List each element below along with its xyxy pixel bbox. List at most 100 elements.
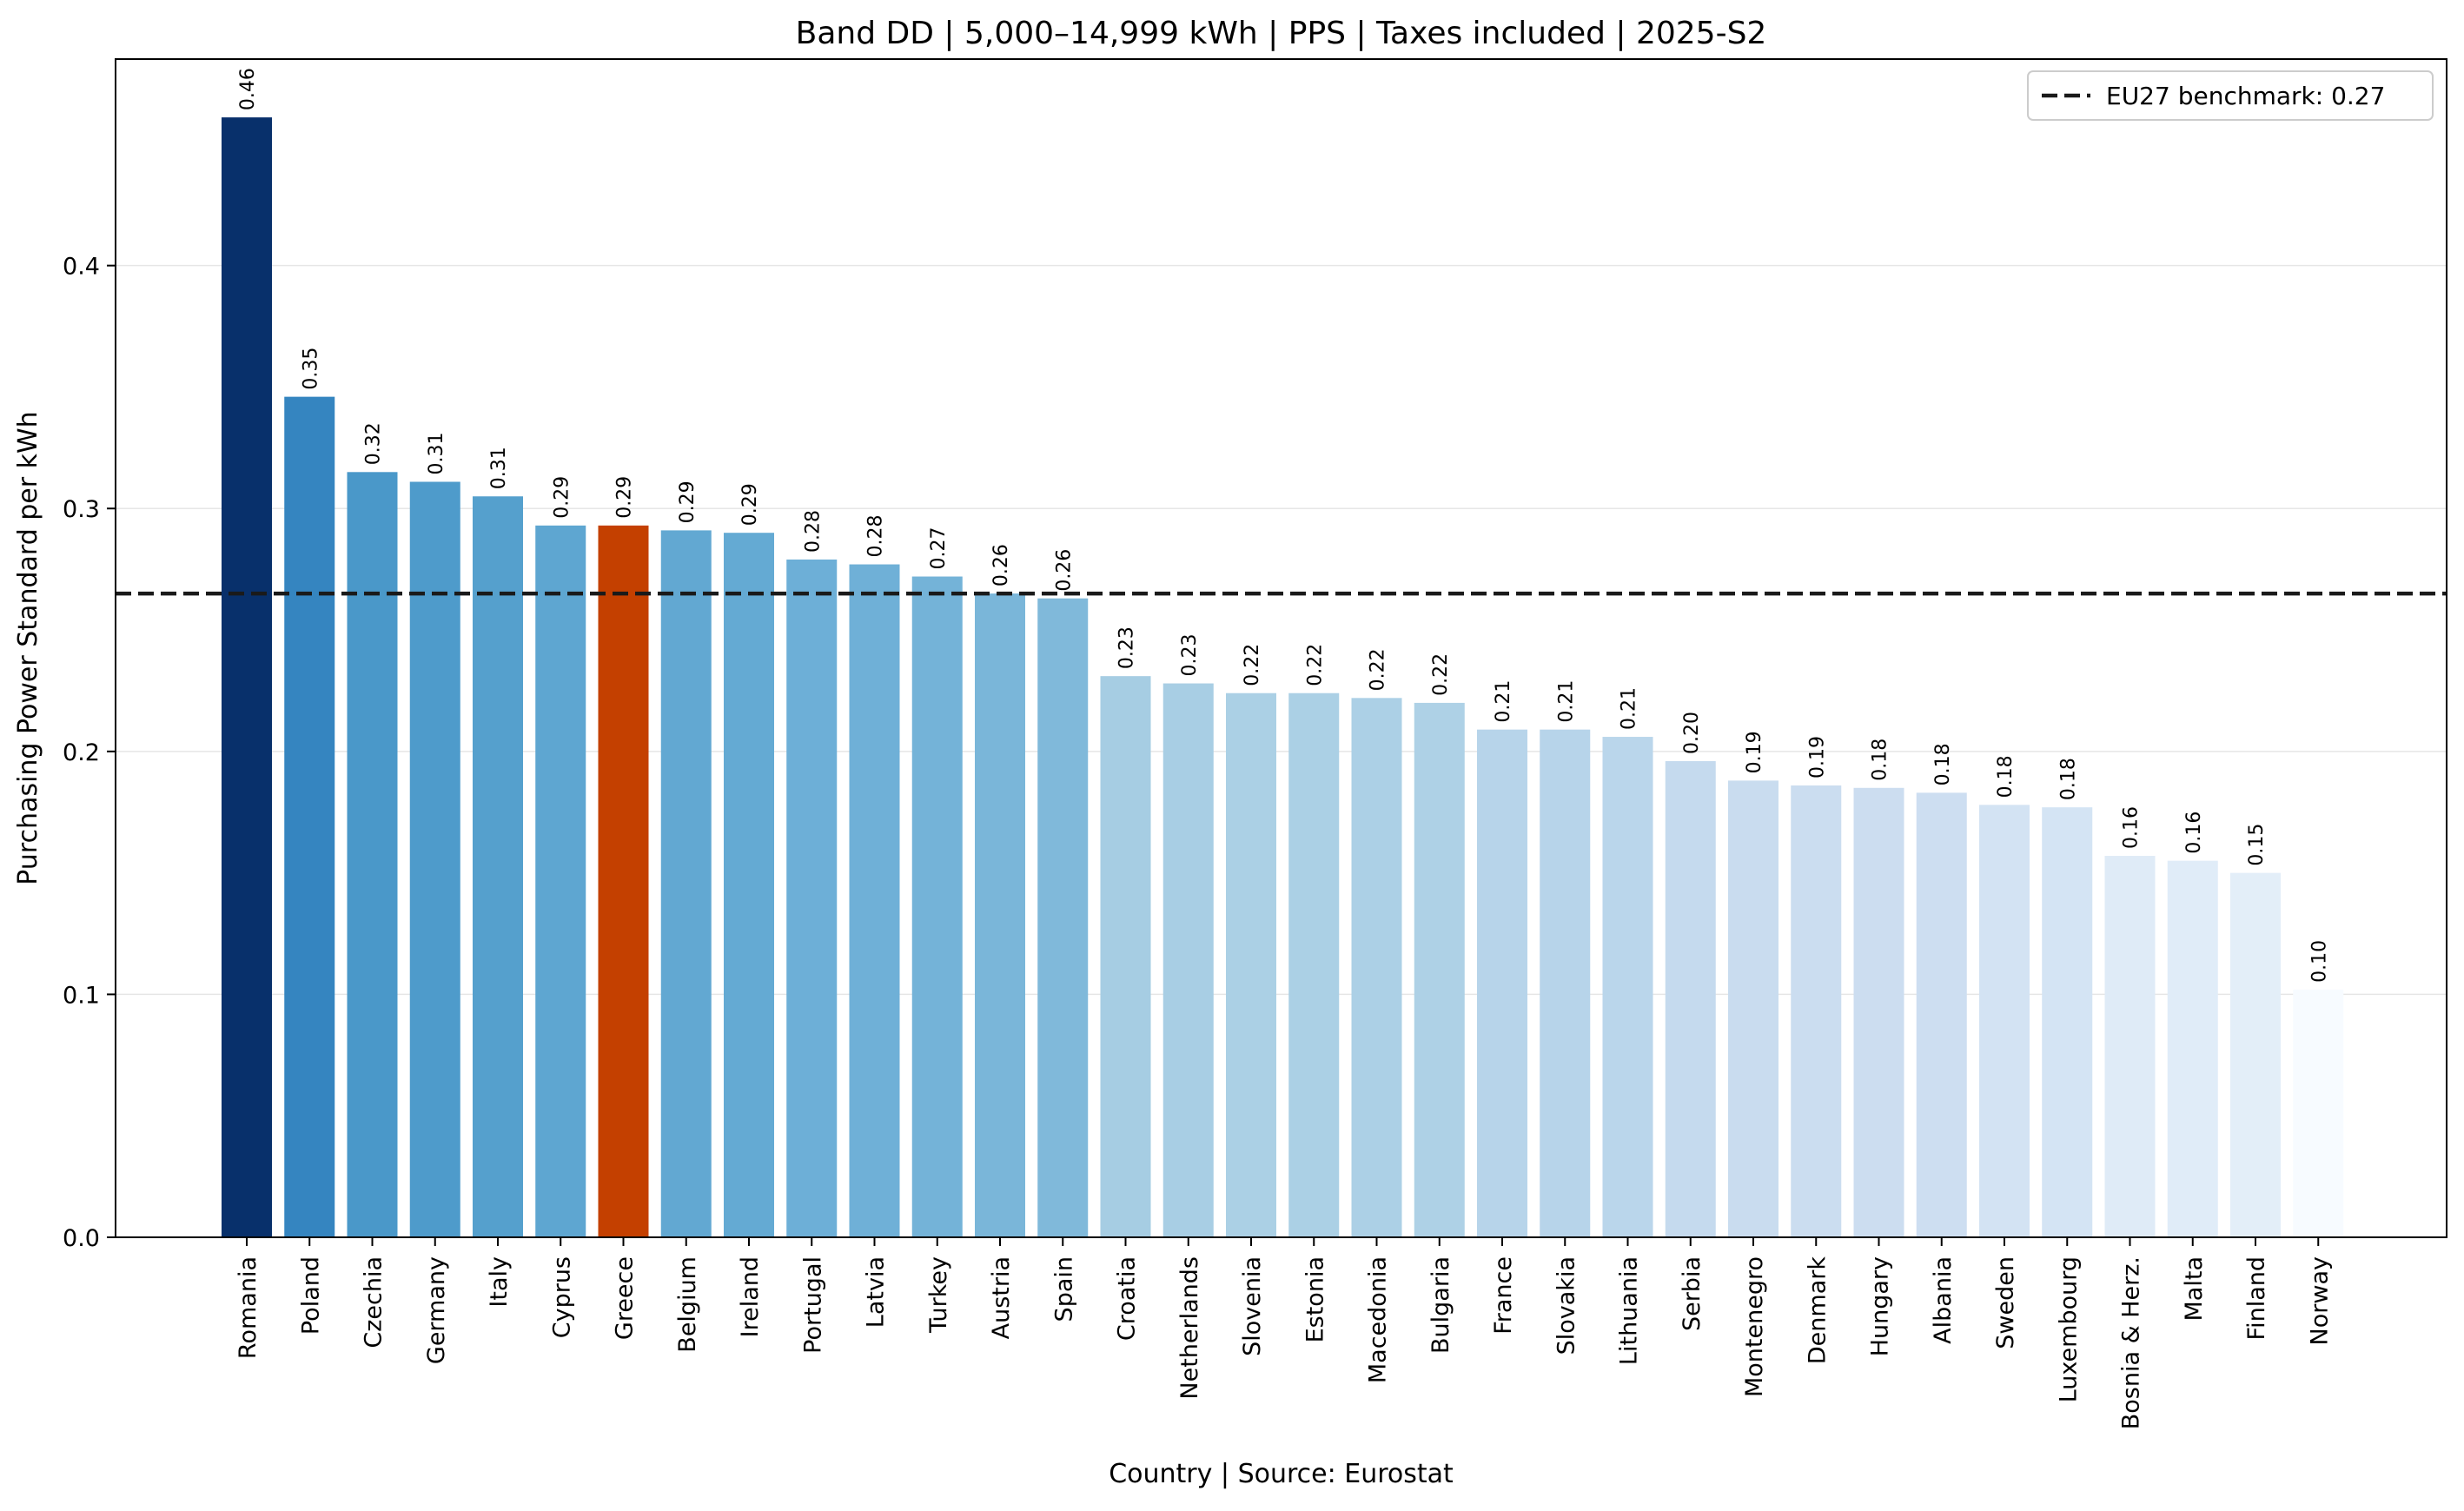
x-tick-label: Italy: [486, 1256, 513, 1308]
x-tick-label: Portugal: [799, 1256, 826, 1354]
bar: [284, 396, 335, 1237]
x-tick-label: Lithuania: [1616, 1256, 1643, 1365]
bar: [1540, 729, 1591, 1237]
bar: [975, 593, 1025, 1237]
data-label: 0.29: [739, 483, 761, 526]
bar: [1602, 737, 1653, 1237]
x-tick-label: Romania: [235, 1256, 262, 1359]
y-axis-label: Purchasing Power Standard per kWh: [13, 411, 43, 885]
data-label: 0.19: [1744, 731, 1765, 773]
x-tick-label: Malta: [2181, 1256, 2208, 1321]
data-label: 0.21: [1555, 680, 1577, 723]
x-tick-label: Estonia: [1302, 1256, 1328, 1342]
data-label: 0.27: [928, 527, 950, 570]
x-tick-label: Sweden: [1992, 1256, 2019, 1349]
data-label: 0.22: [1242, 644, 1263, 686]
bar: [2042, 807, 2093, 1237]
bar: [1979, 805, 2030, 1237]
bar: [2104, 856, 2156, 1237]
x-tick-label: Slovenia: [1239, 1256, 1266, 1356]
data-label: 0.21: [1619, 687, 1640, 730]
data-label: 0.29: [614, 476, 636, 519]
x-tick-label: Cyprus: [548, 1256, 575, 1338]
x-tick-label: Montenegro: [1741, 1256, 1768, 1397]
data-label: 0.18: [2057, 758, 2079, 800]
data-label: 0.18: [1870, 739, 1891, 781]
bar: [473, 496, 523, 1237]
data-label: 0.26: [990, 544, 1012, 587]
bar: [1791, 785, 1842, 1237]
x-tick-label: Denmark: [1804, 1256, 1831, 1364]
x-tick-label: Germany: [423, 1256, 450, 1364]
x-tick-label: Ireland: [737, 1256, 764, 1337]
x-tick-label: Greece: [612, 1256, 639, 1340]
bars: [222, 117, 2344, 1237]
bar: [1162, 683, 1214, 1237]
data-label: 0.22: [1368, 648, 1389, 691]
data-label: 0.26: [1053, 549, 1075, 592]
bar: [1351, 698, 1402, 1237]
data-label: 0.18: [1995, 755, 2017, 798]
data-label: 0.28: [865, 515, 887, 558]
data-label: 0.15: [2246, 824, 2268, 866]
x-tick-label: Bosnia & Herz.: [2118, 1256, 2145, 1429]
x-tick-label: Turkey: [925, 1256, 952, 1334]
bar: [2167, 860, 2218, 1237]
y-tick-label: 0.3: [63, 496, 100, 523]
data-labels: 0.46 0.35 0.32 0.31 0.31 0.29 0.29 0.29 0.29 0.28…: [237, 68, 2330, 983]
bar: [660, 530, 712, 1237]
x-tick-label: Serbia: [1679, 1256, 1706, 1331]
bar: [409, 481, 460, 1237]
data-label: 0.29: [677, 480, 699, 523]
legend: EU27 benchmark: 0.27: [2027, 70, 2434, 121]
data-label: 0.10: [2308, 940, 2330, 983]
bar: [849, 564, 900, 1237]
data-label: 0.18: [1932, 743, 1954, 785]
data-label: 0.46: [237, 68, 259, 110]
bar: [1728, 780, 1778, 1237]
bar: [347, 472, 398, 1237]
x-tick-label: Macedonia: [1365, 1256, 1392, 1383]
legend-box: [2027, 70, 2434, 121]
bar: [1414, 702, 1465, 1237]
bar: [1853, 787, 1904, 1237]
data-label: 0.22: [1430, 653, 1452, 696]
x-tick-label: Czechia: [361, 1256, 387, 1349]
data-label: 0.31: [488, 447, 510, 489]
bar: [222, 117, 272, 1237]
x-tick-label: Poland: [297, 1256, 324, 1335]
data-label: 0.16: [2183, 812, 2205, 854]
data-label: 0.16: [2121, 806, 2143, 849]
data-label: 0.28: [802, 510, 824, 553]
bar: [2293, 989, 2344, 1237]
data-label: 0.19: [1806, 736, 1828, 779]
x-tick-label: Latvia: [863, 1256, 890, 1328]
bar: [2230, 872, 2281, 1237]
x-axis-label: Country | Source: Eurostat: [1109, 1459, 1454, 1489]
bar: [598, 525, 649, 1237]
x-tick-label: Spain: [1050, 1256, 1077, 1322]
x-tick-label: Austria: [988, 1256, 1015, 1339]
x-tick-label: Netherlands: [1176, 1256, 1203, 1400]
bar: [1288, 693, 1340, 1237]
x-tick-label: Luxembourg: [2055, 1256, 2082, 1402]
bar: [786, 559, 838, 1237]
bar: [535, 525, 586, 1237]
bar: [724, 533, 774, 1237]
axes: 0.0 0.1 0.2 0.3 0.4 Romania Poland Czechia Germa…: [63, 58, 2447, 1429]
y-tick-label: 0.4: [63, 254, 100, 281]
x-tick-label: Belgium: [674, 1256, 701, 1353]
plot-frame: [115, 58, 2447, 1238]
x-tick-label: Hungary: [1867, 1256, 1894, 1356]
data-label: 0.29: [551, 476, 573, 519]
data-label: 0.21: [1493, 680, 1514, 723]
data-label: 0.23: [1179, 634, 1201, 677]
data-label: 0.22: [1304, 644, 1326, 686]
x-tick-label: Norway: [2306, 1256, 2333, 1345]
chart-title: Band DD | 5,000–14,999 kWh | PPS | Taxes…: [796, 16, 1767, 51]
data-label: 0.32: [363, 422, 385, 465]
x-tick-label: Bulgaria: [1427, 1256, 1454, 1354]
y-tick-label: 0.0: [63, 1225, 100, 1252]
bar: [1665, 761, 1716, 1237]
